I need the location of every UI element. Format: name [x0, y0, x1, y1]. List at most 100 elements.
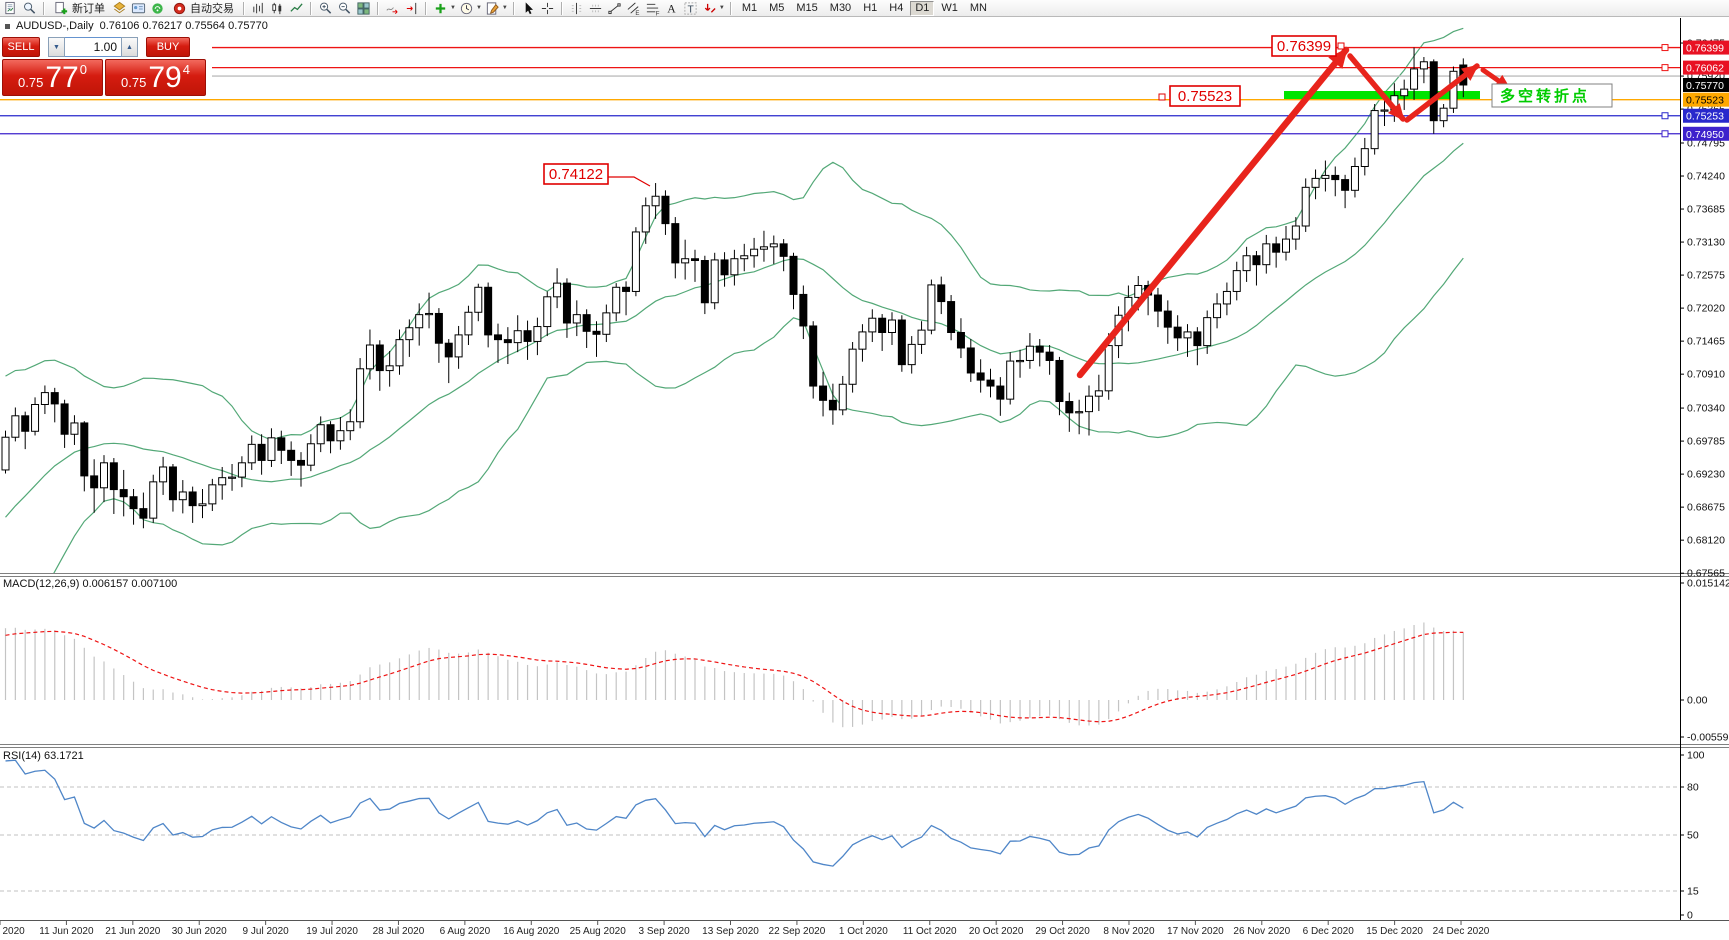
indicators-dropdown-icon[interactable]: ▼ [450, 5, 456, 11]
candles [1, 47, 1468, 529]
zone-text-box[interactable]: 多空转折点 [1491, 83, 1613, 108]
bid-price-pip: 0 [79, 62, 87, 77]
periods-icon[interactable] [458, 1, 475, 16]
vertical-line-icon[interactable] [568, 1, 585, 16]
svg-text:20 Oct 2020: 20 Oct 2020 [969, 926, 1024, 937]
svg-text:T: T [687, 4, 694, 15]
line-chart-icon[interactable] [288, 1, 305, 16]
crosshair-icon[interactable] [539, 1, 556, 16]
text-label-icon[interactable]: T [682, 1, 699, 16]
timeframe-m30-button[interactable]: M30 [829, 1, 852, 14]
bollinger-lower-band [53, 257, 1464, 573]
axis-label-0.76062: 0.76062 [1683, 60, 1729, 75]
svg-text:17 Nov 2020: 17 Nov 2020 [1167, 926, 1224, 937]
svg-text:0.67565: 0.67565 [1687, 568, 1725, 580]
timeframe-m15-button[interactable]: M15 [796, 1, 818, 14]
price-pane[interactable]: 0.76399 0.75523 0.74122 多空转折点 [0, 27, 1680, 658]
svg-text:0.70910: 0.70910 [1687, 369, 1725, 381]
volume-increase-button[interactable]: ▲ [121, 37, 138, 57]
svg-text:15 Dec 2020: 15 Dec 2020 [1366, 926, 1423, 937]
price-axis[interactable]: 0.764750.759200.753650.747950.742400.736… [1680, 38, 1729, 922]
axis-label-0.74950: 0.74950 [1683, 126, 1729, 141]
rsi-indicator-label: RSI(14) 63.1721 [3, 750, 84, 762]
cursor-icon[interactable] [520, 1, 537, 16]
svg-text:多空转折点: 多空转折点 [1500, 87, 1590, 105]
svg-text:0.74122: 0.74122 [549, 166, 603, 183]
history-center-icon[interactable] [111, 1, 128, 16]
trend-arrow-up-rally[interactable] [1076, 42, 1355, 379]
svg-text:0: 0 [1687, 910, 1693, 922]
new-order-button[interactable]: 新订单 [50, 1, 109, 16]
equidistant-channel-icon[interactable]: E [625, 1, 642, 16]
horizontal-line-icon[interactable] [587, 1, 604, 16]
annotation-high-0.76399[interactable]: 0.76399 [1271, 35, 1337, 57]
timeframe-m5-button[interactable]: M5 [769, 1, 785, 14]
text-icon[interactable]: A [663, 1, 680, 16]
bar-chart-icon[interactable] [250, 1, 267, 16]
svg-text:0.73130: 0.73130 [1687, 237, 1725, 249]
toolbar-separator [377, 1, 379, 15]
buy-button[interactable]: BUY [146, 37, 190, 57]
trend-arrow-down-1[interactable] [1347, 53, 1410, 126]
timeframe-w1-button[interactable]: W1 [941, 1, 958, 14]
arrows-icon[interactable] [701, 1, 718, 16]
svg-text:29 Oct 2020: 29 Oct 2020 [1035, 926, 1090, 937]
templates-icon[interactable] [484, 1, 501, 16]
volume-decrease-button[interactable]: ▼ [48, 37, 65, 57]
connection-icon[interactable] [149, 1, 166, 16]
candle-chart-icon[interactable] [269, 1, 286, 16]
rsi-pane[interactable] [0, 759, 1680, 892]
timeframe-h1-button[interactable]: H1 [863, 1, 878, 14]
svg-text:0.74240: 0.74240 [1687, 171, 1725, 183]
timeframe-mn-button[interactable]: MN [969, 1, 987, 14]
timeframe-h4-button[interactable]: H4 [889, 1, 904, 14]
zoom-in-icon[interactable] [317, 1, 334, 16]
trendline-icon[interactable] [606, 1, 623, 16]
svg-text:0.71465: 0.71465 [1687, 336, 1725, 348]
annotation-support-0.75523[interactable]: 0.75523 [1169, 85, 1241, 107]
prev-high-connector [608, 176, 651, 187]
ask-price-pip: 4 [182, 62, 190, 77]
line-endpoint-marker[interactable] [1661, 130, 1669, 138]
periods-dropdown-icon[interactable]: ▼ [475, 5, 482, 11]
ask-price-big: 79 [148, 61, 182, 94]
svg-text:22 Sep 2020: 22 Sep 2020 [769, 926, 826, 937]
tile-windows-icon[interactable] [355, 1, 372, 16]
volume-input[interactable]: 1.00 [65, 37, 121, 57]
trend-arrow-up-2[interactable] [1404, 59, 1483, 123]
autotrading-label: 自动交易 [190, 3, 234, 15]
bid-price-button[interactable]: 0.75 77 0 [2, 59, 103, 96]
annotation-prev-high-0.74122[interactable]: 0.74122 [543, 163, 609, 185]
svg-text:0.70340: 0.70340 [1687, 403, 1725, 415]
toolbar-separator [560, 1, 563, 15]
chart-shift-icon[interactable] [403, 1, 420, 16]
zoom-out-icon[interactable] [336, 1, 353, 16]
line-endpoint-marker[interactable] [1661, 112, 1669, 120]
ask-price-button[interactable]: 0.75 79 4 [105, 59, 206, 96]
date-axis[interactable]: 1 Jun 2020 11 Jun 2020 21 Jun 2020 30 Jun 2… [0, 921, 1490, 937]
preview-icon[interactable] [21, 1, 38, 16]
line-endpoint-marker[interactable] [1661, 64, 1669, 72]
svg-text:0.69785: 0.69785 [1687, 436, 1725, 448]
arrows-dropdown-icon[interactable]: ▼ [718, 5, 725, 11]
new-chart-icon[interactable] [2, 1, 19, 16]
indicators-icon[interactable] [432, 1, 449, 16]
fibonacci-icon[interactable]: F [644, 1, 661, 16]
macd-pane[interactable] [4, 622, 1464, 728]
autotrading-button[interactable]: 自动交易 [168, 1, 238, 16]
toolbar-separator [729, 1, 732, 15]
contacts-icon[interactable] [130, 1, 147, 16]
timeframe-m1-button[interactable]: M1 [741, 1, 758, 14]
timeframe-d1-button[interactable]: D1 [910, 0, 935, 16]
svg-text:24 Dec 2020: 24 Dec 2020 [1433, 926, 1490, 937]
svg-text:1 Jun 2020: 1 Jun 2020 [0, 926, 25, 937]
svg-text:6 Dec 2020: 6 Dec 2020 [1303, 926, 1355, 937]
svg-text:F: F [656, 10, 660, 15]
sell-button[interactable]: SELL [2, 37, 40, 57]
symbol-name: AUDUSD-,Daily [16, 20, 94, 32]
toolbar-separator [310, 1, 312, 15]
auto-scroll-icon[interactable] [384, 1, 401, 16]
line-endpoint-marker[interactable] [1661, 44, 1669, 52]
templates-dropdown-icon[interactable]: ▼ [501, 5, 508, 11]
